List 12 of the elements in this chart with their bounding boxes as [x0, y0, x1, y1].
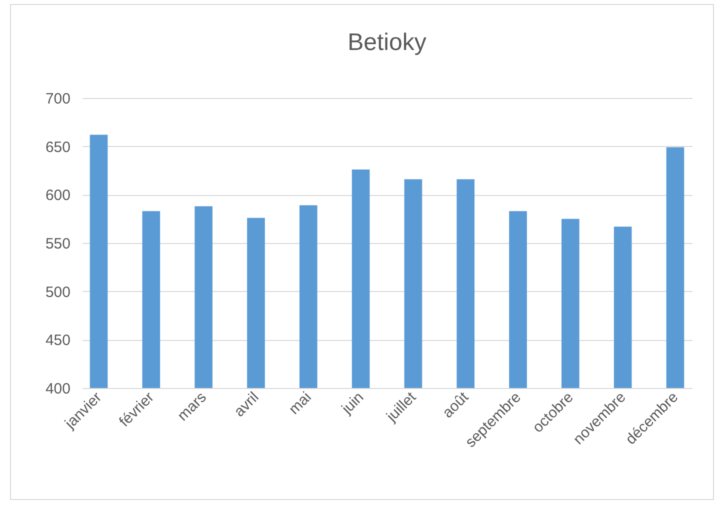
y-tick-label: 450 — [45, 332, 70, 350]
y-tick-label: 700 — [45, 90, 70, 108]
y-tick-label: 600 — [45, 187, 70, 204]
y-tick-label: 400 — [45, 380, 70, 398]
x-tick-label: juin — [338, 388, 368, 418]
x-tick-label: août — [439, 388, 473, 422]
y-tick-label: 550 — [45, 236, 70, 252]
chart-title: Betioky — [348, 29, 426, 56]
x-tick-label: mai — [286, 388, 315, 418]
x-tick-label: avril — [230, 388, 262, 420]
y-tick-label: 500 — [45, 284, 70, 301]
y-tick-label: 650 — [45, 138, 70, 156]
